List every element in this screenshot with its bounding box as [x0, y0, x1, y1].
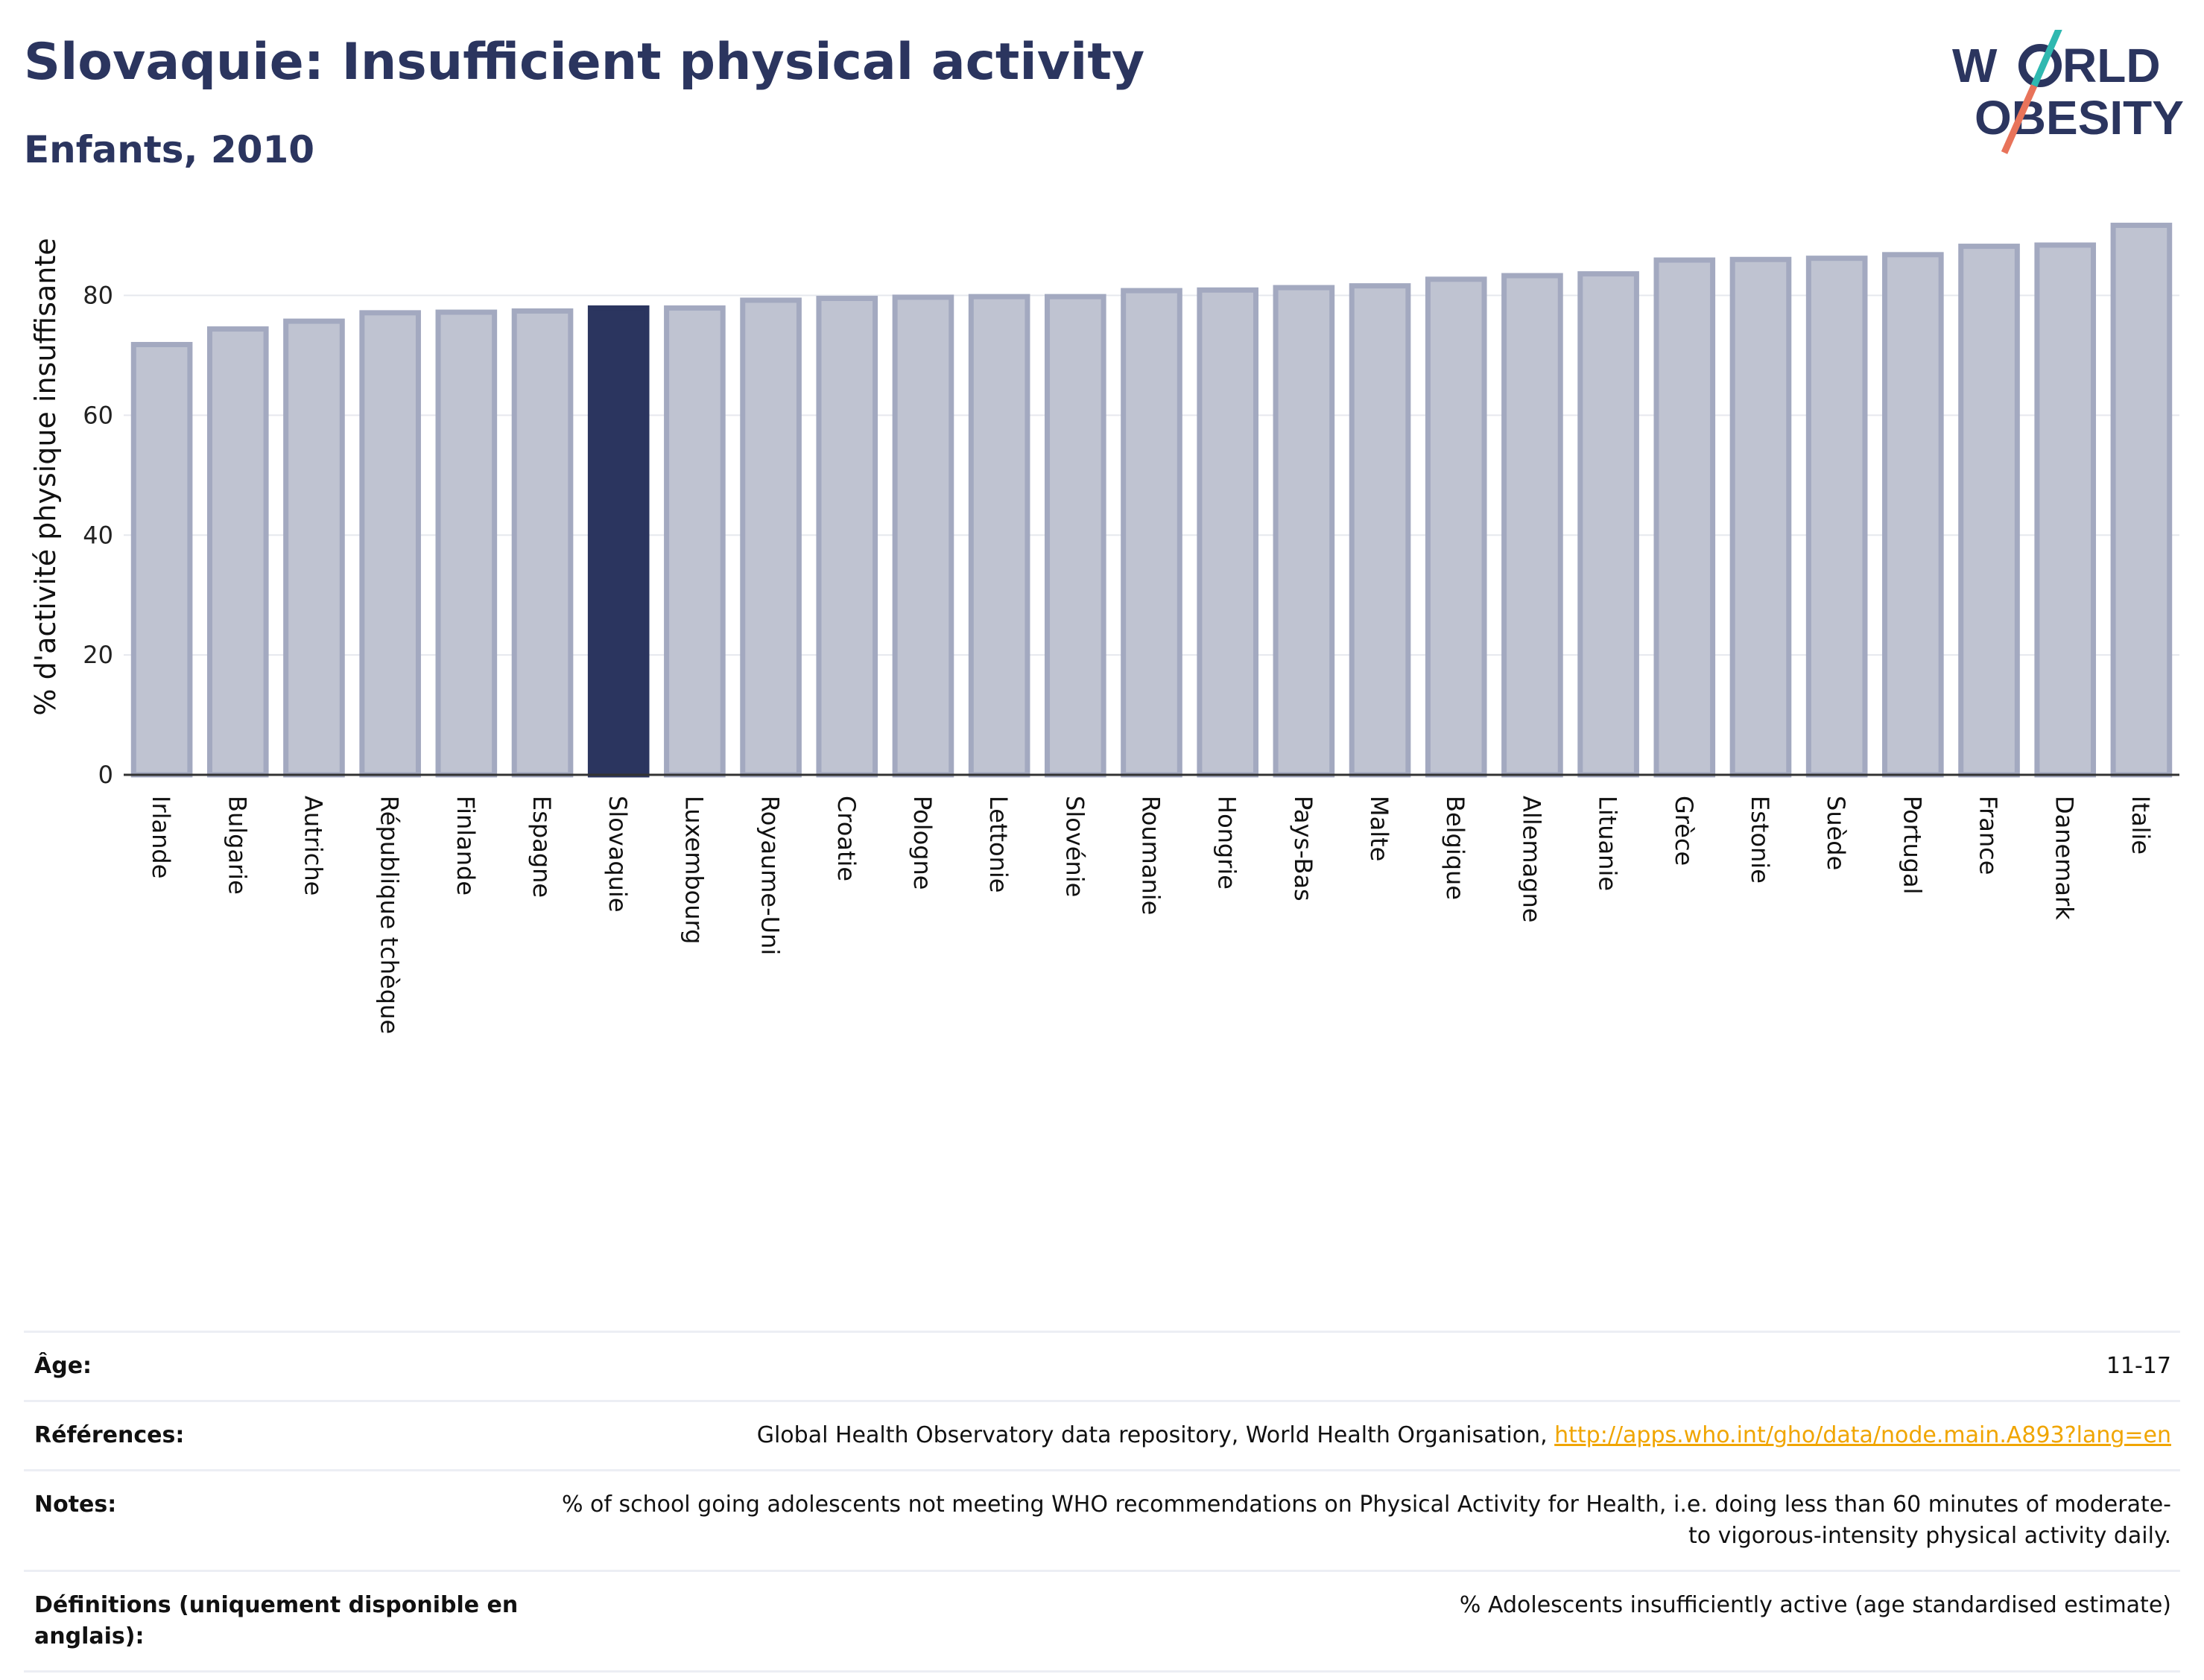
x-tick-label: Luxembourg — [680, 796, 708, 944]
bar-0 — [130, 341, 193, 778]
bar-7 — [664, 305, 726, 778]
x-tick-label: Autriche — [299, 796, 327, 896]
bar-20 — [1653, 257, 1716, 778]
meta-value-references: Global Health Observatory data repositor… — [541, 1420, 2171, 1451]
x-tick-label: Italie — [2127, 796, 2155, 855]
bar-17 — [1425, 276, 1487, 778]
meta-label-notes: Notes: — [34, 1492, 117, 1518]
world-obesity-logo: W RLD OBESITY — [1930, 25, 2198, 164]
x-tick-label: Finlande — [452, 796, 480, 896]
bar-16 — [1349, 283, 1411, 778]
y-tick-label: 40 — [83, 521, 113, 549]
bar-24 — [1958, 244, 2020, 778]
x-tick-label: Pays-Bas — [1289, 796, 1317, 901]
x-tick-label: Espagne — [528, 796, 556, 898]
bar-6 — [587, 305, 650, 778]
bar-22 — [1805, 256, 1868, 778]
bar-2 — [283, 318, 345, 778]
x-tick-label: Lituanie — [1594, 796, 1622, 891]
x-tick-label: Lettonie — [984, 796, 1013, 893]
chart-subtitle: Enfants, 2010 — [24, 128, 315, 171]
x-tick-label: Roumanie — [1137, 796, 1165, 915]
bar-8 — [740, 297, 802, 778]
bar-10 — [892, 294, 954, 778]
x-tick-label: Croatie — [832, 796, 861, 881]
x-tick-label: Malte — [1365, 796, 1393, 861]
references-link[interactable]: http://apps.who.int/gho/data/node.main.A… — [1554, 1422, 2171, 1448]
x-tick-label: France — [1975, 796, 2003, 875]
x-tick-label: Bulgarie — [223, 796, 251, 895]
meta-label-references: Références: — [34, 1422, 185, 1448]
x-tick-label: Belgique — [1441, 796, 1469, 900]
bar-23 — [1882, 252, 1944, 778]
meta-label-age: Âge: — [34, 1353, 92, 1379]
y-axis-title: % d'activité physique insuffisante — [29, 238, 62, 715]
bar-3 — [359, 310, 421, 778]
x-tick-label: République tchèque — [376, 796, 404, 1034]
logo-o-ring — [2018, 44, 2062, 87]
x-tick-label: Allemagne — [1517, 796, 1545, 922]
bar-19 — [1577, 271, 1639, 778]
meta-value-notes: % of school going adolescents not meetin… — [561, 1492, 2171, 1549]
x-tick-label: Slovaquie — [604, 796, 632, 913]
bar-13 — [1121, 288, 1182, 778]
bar-chart: 0 20 40 60 80 % d'activité physique insuffisa… — [29, 222, 2179, 1034]
metadata-table: Âge: 11-17 Références: Global Health Obs… — [24, 1331, 2180, 1673]
meta-label-definitions: Définitions (uniquement disponible en an… — [34, 1592, 519, 1649]
chart-title: Slovaquie: Insufficient physical activit… — [24, 33, 1145, 92]
bar-18 — [1501, 273, 1563, 778]
bar-12 — [1045, 294, 1106, 778]
meta-row-definitions: Définitions (uniquement disponible en an… — [24, 1570, 2180, 1673]
y-tick-label: 80 — [83, 282, 113, 310]
x-tick-label: Grèce — [1670, 796, 1698, 866]
meta-row-references: Références: Global Health Observatory da… — [24, 1400, 2180, 1469]
bar-25 — [2034, 242, 2097, 778]
bar-21 — [1729, 256, 1792, 778]
meta-row-notes: Notes: % of school going adolescents not… — [24, 1469, 2180, 1570]
logo-graphic: W RLD OBESITY — [1952, 25, 2184, 154]
references-text: Global Health Observatory data repositor… — [756, 1422, 1555, 1448]
x-tick-label: Estonie — [1746, 796, 1774, 884]
x-tick-label: Irlande — [147, 796, 175, 878]
bar-4 — [435, 309, 498, 778]
meta-value-age: 11-17 — [2106, 1353, 2171, 1379]
bar-9 — [816, 296, 878, 778]
bar-15 — [1273, 285, 1335, 778]
x-tick-label: Royaume-Uni — [756, 796, 785, 955]
y-tick-label: 20 — [83, 641, 113, 669]
logo-slash-top — [2030, 25, 2064, 87]
bar-1 — [206, 326, 269, 778]
x-tick-label: Danemark — [2051, 796, 2079, 920]
logo-text-world: W — [1952, 39, 1998, 92]
bar-26 — [2110, 222, 2173, 778]
bar-14 — [1197, 287, 1258, 778]
logo-slash-bottom — [2001, 84, 2038, 154]
bar-11 — [968, 294, 1030, 778]
x-tick-label: Hongrie — [1213, 796, 1241, 890]
bar-5 — [511, 308, 574, 778]
logo-text-rld: RLD — [2062, 39, 2161, 92]
meta-value-definitions: % Adolescents insufficiently active (age… — [1459, 1592, 2171, 1618]
x-tick-label: Slovénie — [1060, 796, 1089, 897]
y-tick-label: 60 — [83, 401, 113, 429]
x-tick-label: Suède — [1822, 796, 1850, 870]
x-tick-label: Pologne — [908, 796, 937, 890]
x-tick-label: Portugal — [1898, 796, 1926, 895]
y-tick-label: 0 — [98, 761, 113, 789]
meta-row-age: Âge: 11-17 — [24, 1331, 2180, 1400]
